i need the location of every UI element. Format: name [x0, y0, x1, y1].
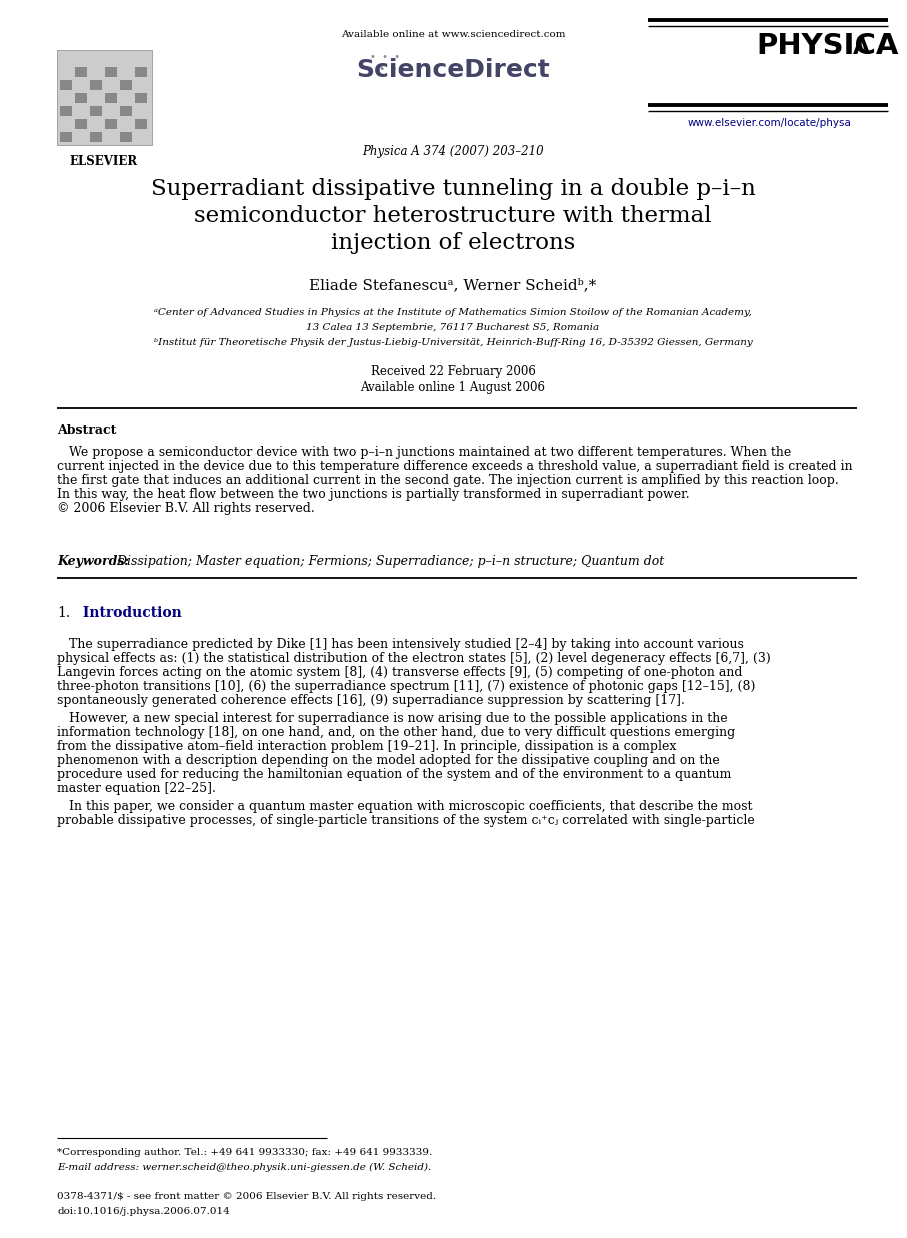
- Text: Physica A 374 (2007) 203–210: Physica A 374 (2007) 203–210: [362, 145, 544, 158]
- Text: Available online at www.sciencedirect.com: Available online at www.sciencedirect.co…: [341, 30, 565, 40]
- Text: Available online 1 August 2006: Available online 1 August 2006: [360, 381, 545, 394]
- Text: Introduction: Introduction: [73, 605, 181, 620]
- Text: doi:10.1016/j.physa.2006.07.014: doi:10.1016/j.physa.2006.07.014: [57, 1207, 229, 1216]
- Bar: [75, 93, 87, 103]
- Text: injection of electrons: injection of electrons: [331, 232, 575, 254]
- Text: PHYSICA: PHYSICA: [756, 32, 898, 59]
- Text: However, a new special interest for superradiance is now arising due to the poss: However, a new special interest for supe…: [57, 712, 727, 725]
- Text: Dissipation; Master equation; Fermions; Superradiance; p–i–n structure; Quantum : Dissipation; Master equation; Fermions; …: [113, 555, 664, 568]
- Text: Eliade Stefanescuᵃ, Werner Scheidᵇ,*: Eliade Stefanescuᵃ, Werner Scheidᵇ,*: [309, 279, 597, 292]
- Bar: [60, 132, 72, 142]
- Bar: [105, 119, 117, 129]
- Bar: [60, 106, 72, 116]
- Bar: [57, 50, 152, 145]
- Text: ScienceDirect: ScienceDirect: [356, 58, 550, 82]
- Bar: [75, 67, 87, 77]
- Text: Keywords:: Keywords:: [57, 555, 129, 568]
- Bar: [120, 132, 132, 142]
- Text: •  •  •
  •  •: • • • • •: [370, 52, 400, 73]
- Text: © 2006 Elsevier B.V. All rights reserved.: © 2006 Elsevier B.V. All rights reserved…: [57, 501, 315, 515]
- Text: E-mail address: werner.scheid@theo.physik.uni-giessen.de (W. Scheid).: E-mail address: werner.scheid@theo.physi…: [57, 1162, 431, 1172]
- Text: 0378-4371/$ - see front matter © 2006 Elsevier B.V. All rights reserved.: 0378-4371/$ - see front matter © 2006 El…: [57, 1192, 436, 1201]
- Text: information technology [18], on one hand, and, on the other hand, due to very di: information technology [18], on one hand…: [57, 725, 736, 739]
- Bar: [90, 80, 102, 90]
- Text: Λ: Λ: [853, 38, 871, 58]
- Bar: [60, 80, 72, 90]
- Text: Langevin forces acting on the atomic system [8], (4) transverse effects [9], (5): Langevin forces acting on the atomic sys…: [57, 666, 743, 678]
- Text: Superradiant dissipative tunneling in a double p–i–n: Superradiant dissipative tunneling in a …: [151, 178, 756, 201]
- Text: Received 22 February 2006: Received 22 February 2006: [371, 365, 535, 378]
- Bar: [135, 93, 147, 103]
- Text: www.elsevier.com/locate/physa: www.elsevier.com/locate/physa: [688, 118, 852, 128]
- Text: spontaneously generated coherence effects [16], (9) superradiance suppression by: spontaneously generated coherence effect…: [57, 695, 685, 707]
- Text: procedure used for reducing the hamiltonian equation of the system and of the en: procedure used for reducing the hamilton…: [57, 768, 731, 781]
- Text: ᵃCenter of Advanced Studies in Physics at the Institute of Mathematics Simion St: ᵃCenter of Advanced Studies in Physics a…: [154, 308, 752, 317]
- Text: semiconductor heterostructure with thermal: semiconductor heterostructure with therm…: [194, 206, 712, 227]
- Text: *Corresponding author. Tel.: +49 641 9933330; fax: +49 641 9933339.: *Corresponding author. Tel.: +49 641 993…: [57, 1148, 433, 1158]
- Text: physical effects as: (1) the statistical distribution of the electron states [5]: physical effects as: (1) the statistical…: [57, 652, 771, 665]
- Bar: [120, 80, 132, 90]
- Text: master equation [22–25].: master equation [22–25].: [57, 782, 216, 795]
- Text: ELSEVIER: ELSEVIER: [70, 155, 138, 168]
- Bar: [90, 132, 102, 142]
- Text: three-photon transitions [10], (6) the superradiance spectrum [11], (7) existenc: three-photon transitions [10], (6) the s…: [57, 680, 756, 693]
- Text: probable dissipative processes, of single-particle transitions of the system cᵢ⁺: probable dissipative processes, of singl…: [57, 815, 755, 827]
- Text: ᵇInstitut für Theoretische Physik der Justus-Liebig-Universität, Heinrich-Buff-R: ᵇInstitut für Theoretische Physik der Ju…: [153, 338, 753, 347]
- Text: We propose a semiconductor device with two p–i–n junctions maintained at two dif: We propose a semiconductor device with t…: [57, 446, 791, 459]
- Text: Abstract: Abstract: [57, 423, 116, 437]
- Bar: [105, 93, 117, 103]
- Text: the first gate that induces an additional current in the second gate. The inject: the first gate that induces an additiona…: [57, 474, 839, 487]
- Text: 13 Calea 13 Septembrie, 76117 Bucharest S5, Romania: 13 Calea 13 Septembrie, 76117 Bucharest …: [307, 323, 600, 332]
- Text: The superradiance predicted by Dike [1] has been intensively studied [2–4] by ta: The superradiance predicted by Dike [1] …: [57, 638, 744, 651]
- Bar: [75, 119, 87, 129]
- Bar: [120, 106, 132, 116]
- Text: In this way, the heat flow between the two junctions is partially transformed in: In this way, the heat flow between the t…: [57, 488, 689, 501]
- Bar: [135, 119, 147, 129]
- Text: phenomenon with a description depending on the model adopted for the dissipative: phenomenon with a description depending …: [57, 754, 720, 768]
- Bar: [90, 106, 102, 116]
- Text: from the dissipative atom–field interaction problem [19–21]. In principle, dissi: from the dissipative atom–field interact…: [57, 740, 677, 753]
- Text: In this paper, we consider a quantum master equation with microscopic coefficien: In this paper, we consider a quantum mas…: [57, 800, 753, 813]
- Bar: [105, 67, 117, 77]
- Text: 1.: 1.: [57, 605, 70, 620]
- Bar: [135, 67, 147, 77]
- Text: current injected in the device due to this temperature difference exceeds a thre: current injected in the device due to th…: [57, 461, 853, 473]
